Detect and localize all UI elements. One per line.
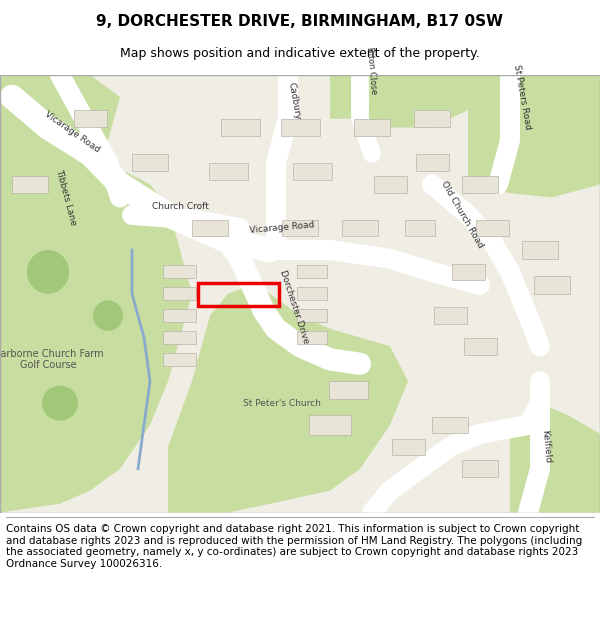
Bar — [297, 309, 327, 322]
Bar — [342, 221, 378, 236]
Bar — [309, 415, 351, 435]
Text: Cadbury: Cadbury — [286, 82, 302, 121]
Bar — [464, 338, 497, 354]
Bar — [476, 220, 509, 236]
Polygon shape — [510, 403, 600, 512]
Bar — [293, 162, 331, 180]
Text: Church Croft: Church Croft — [152, 202, 208, 211]
Text: Contains OS data © Crown copyright and database right 2021. This information is : Contains OS data © Crown copyright and d… — [6, 524, 582, 569]
Text: St Peter's Church: St Peter's Church — [243, 399, 321, 408]
Bar — [163, 266, 196, 279]
Bar — [462, 461, 498, 477]
Text: Kelfield: Kelfield — [540, 430, 552, 464]
Bar — [297, 288, 327, 301]
Bar — [281, 119, 320, 136]
Bar — [433, 308, 467, 324]
Bar — [74, 111, 107, 127]
Text: Harborne Church Farm
Golf Course: Harborne Church Farm Golf Course — [0, 349, 103, 370]
Bar — [209, 162, 248, 180]
Text: Map shows position and indicative extent of the property.: Map shows position and indicative extent… — [120, 48, 480, 61]
Bar — [198, 283, 279, 306]
Bar — [415, 154, 449, 171]
Text: 9, DORCHESTER DRIVE, BIRMINGHAM, B17 0SW: 9, DORCHESTER DRIVE, BIRMINGHAM, B17 0SW — [97, 14, 503, 29]
Bar — [163, 288, 196, 301]
Bar — [405, 221, 435, 236]
Polygon shape — [0, 119, 192, 512]
Text: Dorchester Drive: Dorchester Drive — [278, 269, 310, 345]
Bar — [462, 176, 498, 192]
Text: Vicarage Road: Vicarage Road — [249, 221, 315, 236]
Bar — [163, 331, 196, 344]
Text: Old Church Road: Old Church Road — [439, 180, 485, 250]
Bar — [192, 221, 228, 236]
Bar — [297, 266, 327, 279]
Bar — [452, 264, 485, 280]
Bar — [132, 154, 168, 171]
Text: Tibbets Lane: Tibbets Lane — [54, 168, 78, 227]
Bar — [354, 119, 390, 136]
Bar — [392, 439, 425, 454]
Bar — [282, 221, 318, 236]
Text: Biton Close: Biton Close — [365, 46, 379, 94]
Bar — [522, 241, 558, 259]
Text: Vicarage Road: Vicarage Road — [43, 109, 101, 154]
Polygon shape — [168, 285, 408, 512]
Bar — [221, 119, 260, 136]
Bar — [534, 276, 570, 294]
Bar — [163, 309, 196, 322]
Bar — [414, 111, 450, 127]
Bar — [297, 331, 327, 344]
Ellipse shape — [93, 301, 123, 331]
Text: St Peters Road: St Peters Road — [512, 64, 532, 130]
Bar — [12, 176, 48, 193]
Polygon shape — [468, 75, 600, 198]
Bar — [432, 417, 468, 433]
Polygon shape — [0, 75, 120, 162]
Bar — [329, 381, 368, 399]
Polygon shape — [330, 75, 468, 128]
Bar — [374, 176, 407, 192]
Ellipse shape — [42, 386, 78, 421]
Bar — [163, 352, 196, 366]
Ellipse shape — [27, 250, 69, 294]
